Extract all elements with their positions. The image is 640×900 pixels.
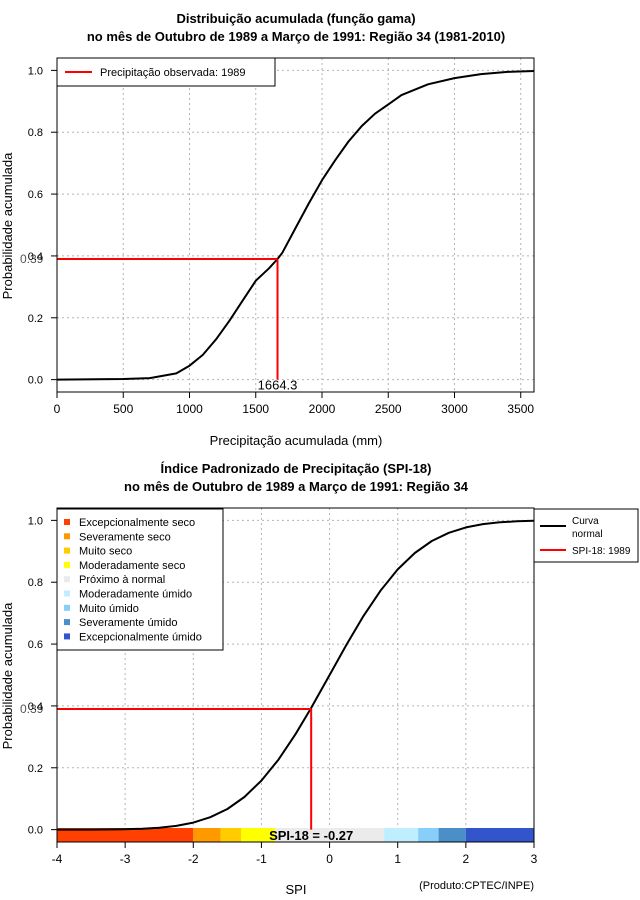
chart1-legend: Precipitação observada: 1989 [56,57,276,87]
chart1-y-tick-label: 0.4 [28,251,43,263]
chart2-category-swatch [64,547,70,554]
chart2-category-band [465,828,534,842]
chart2-category-label: Moderadamente seco [79,560,185,572]
chart1-x-tick-label: 1500 [242,402,269,416]
chart2-y-tick-label: 1.0 [28,515,43,527]
chart1-grid [56,58,534,392]
chart1-x-axis-label: Precipitação acumulada (mm) [210,433,383,448]
chart1-y-tick-label: 0.6 [28,189,43,201]
chart2-category-band [240,828,276,842]
chart2-title-line2: no mês de Outubro de 1989 a Março de 199… [124,479,469,494]
chart2-category-swatch [64,561,70,568]
chart2-x-tick-label: 2 [463,852,470,866]
chart1-observed-group: 0.39 1664.3 [20,252,297,393]
chart2-x-tick-label: -4 [52,852,63,866]
chart2-observed-group: 0.39 SPI-18 = -0.27 [20,702,353,843]
chart2-x-tick-label: -2 [188,852,199,866]
chart2-category-swatch [64,519,70,525]
chart-2: Índice Padronizado de Precipitação (SPI-… [0,461,639,897]
chart2-category-legend-box [56,508,224,651]
chart2-x-tick-label: 3 [531,852,538,866]
chart1-x-tick-label: 1000 [176,402,203,416]
chart2-category-label: Muito úmido [79,603,139,615]
chart2-category-label: Moderadamente úmido [79,589,192,601]
chart1-x-tick-label: 0 [54,402,61,416]
chart2-category-swatch [64,604,70,611]
chart2-axes: -4 -3 -2 -1 0 1 2 3 0.0 0.2 0.4 0.6 0.8 1.0 [28,515,538,866]
chart1-title-line2: no mês de Outubro de 1989 a Março de 199… [87,29,505,44]
chart2-category-label: Próximo à normal [79,574,165,586]
chart2-category-label: Severamente úmido [79,617,177,629]
chart2-category-band [193,828,221,842]
chart2-category-band [220,828,241,842]
chart2-category-band [418,828,439,842]
chart2-category-swatch [64,576,70,583]
chart1-legend-box [56,57,276,87]
chart2-curve-group [57,519,535,831]
chart1-x-tick-label: 500 [113,402,133,416]
chart2-y-tick-label: 0.2 [28,763,43,775]
chart1-x-tick-label: 3500 [507,402,534,416]
chart1-cdf-curve [56,70,535,381]
chart2-y-tick-label: 0.6 [28,639,43,651]
chart2-x-tick-label: -3 [120,852,131,866]
chart2-category-band [384,828,419,842]
chart2-category-band [57,828,194,842]
chart2-title-line1: Índice Padronizado de Precipitação (SPI-… [161,461,432,476]
chart2-observed-y-label: 0.39 [20,702,44,716]
chart1-observed-y-label: 0.39 [20,252,44,266]
chart1-y-tick-label: 0.2 [28,313,43,325]
chart1-observed-x-label: 1664.3 [258,378,298,393]
chart2-spi-annotation: SPI-18 = -0.27 [269,828,353,843]
chart1-y-axis-label: Probabilidade acumulada [0,152,15,299]
chart-1: Distribuição acumulada (função gama) no … [0,11,535,448]
chart1-y-tick-label: 1.0 [28,65,43,77]
chart1-plot-frame [56,57,535,393]
chart1-legend-label: Precipitação observada: 1989 [100,67,246,79]
chart2-y-axis-label: Probabilidade acumulada [0,602,15,749]
chart2-x-tick-label: 0 [326,852,333,866]
chart2-category-label: Excepcionalmente seco [79,517,195,529]
chart2-category-legend: Excepcionalmente seco Severamente seco Mui… [56,508,224,651]
chart2-category-label: Severamente seco [79,531,171,543]
credit-text: (Produto:CPTEC/INPE) [419,880,534,892]
chart2-plot-frame [56,507,535,843]
chart2-category-band [438,828,466,842]
chart1-curve-group [56,70,535,381]
chart2-category-swatch [64,590,70,597]
chart2-category-swatch [64,633,70,640]
chart2-y-tick-label: 0.8 [28,577,43,589]
chart2-category-band [275,828,385,842]
chart2-y-tick-label: 0.0 [28,825,43,837]
chart1-x-tick-label: 2500 [375,402,402,416]
chart2-outer-legend-label-normal-1: Curva [572,516,599,527]
chart1-x-tick-label: 2000 [309,402,336,416]
chart1-x-tick-label: 3000 [441,402,468,416]
chart2-y-tick-label: 0.4 [28,701,43,713]
chart2-cdf-curve [57,519,535,831]
chart2-category-label: Muito seco [79,546,132,558]
chart2-x-axis-label: SPI [286,882,307,897]
chart1-y-tick-label: 0.0 [28,375,43,387]
chart1-title-line1: Distribuição acumulada (função gama) [176,11,415,26]
chart1-axes: 0 500 1000 1500 2000 2500 3000 3500 0.0 0.2 0.4 0.6… [28,65,535,416]
chart2-category-swatch [64,533,70,540]
chart2-x-tick-label: 1 [394,852,401,866]
chart2-x-tick-label: -1 [256,852,267,866]
chart2-outer-legend-box [533,508,639,563]
chart2-outer-legend-label-normal-2: normal [572,529,603,540]
chart2-outer-legend: Curva normal SPI-18: 1989 [533,508,639,563]
chart2-category-label: Excepcionalmente úmido [79,631,202,643]
chart2-category-bands [57,828,534,842]
chart2-outer-legend-label-spi: SPI-18: 1989 [572,546,631,557]
chart1-y-tick-label: 0.8 [28,127,43,139]
chart2-category-swatch [64,619,70,626]
